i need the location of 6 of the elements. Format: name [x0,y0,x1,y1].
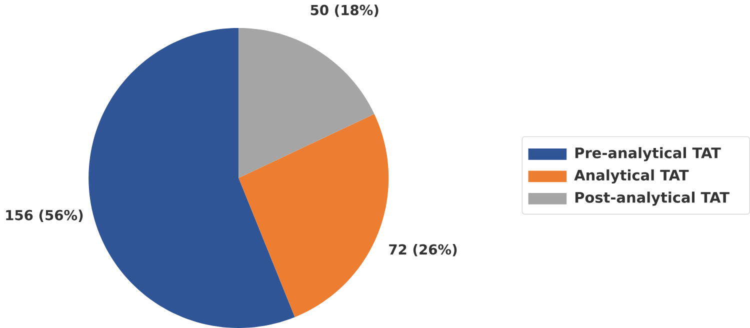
data-label: 72 (26%) [389,244,457,256]
legend-label: Analytical TAT [574,169,689,184]
data-label: 156 (56%) [6,210,83,222]
legend-label: Post-analytical TAT [575,192,730,206]
legend-label: Pre-analytical TAT [575,147,721,162]
data-label: 50 (18%) [310,4,378,17]
